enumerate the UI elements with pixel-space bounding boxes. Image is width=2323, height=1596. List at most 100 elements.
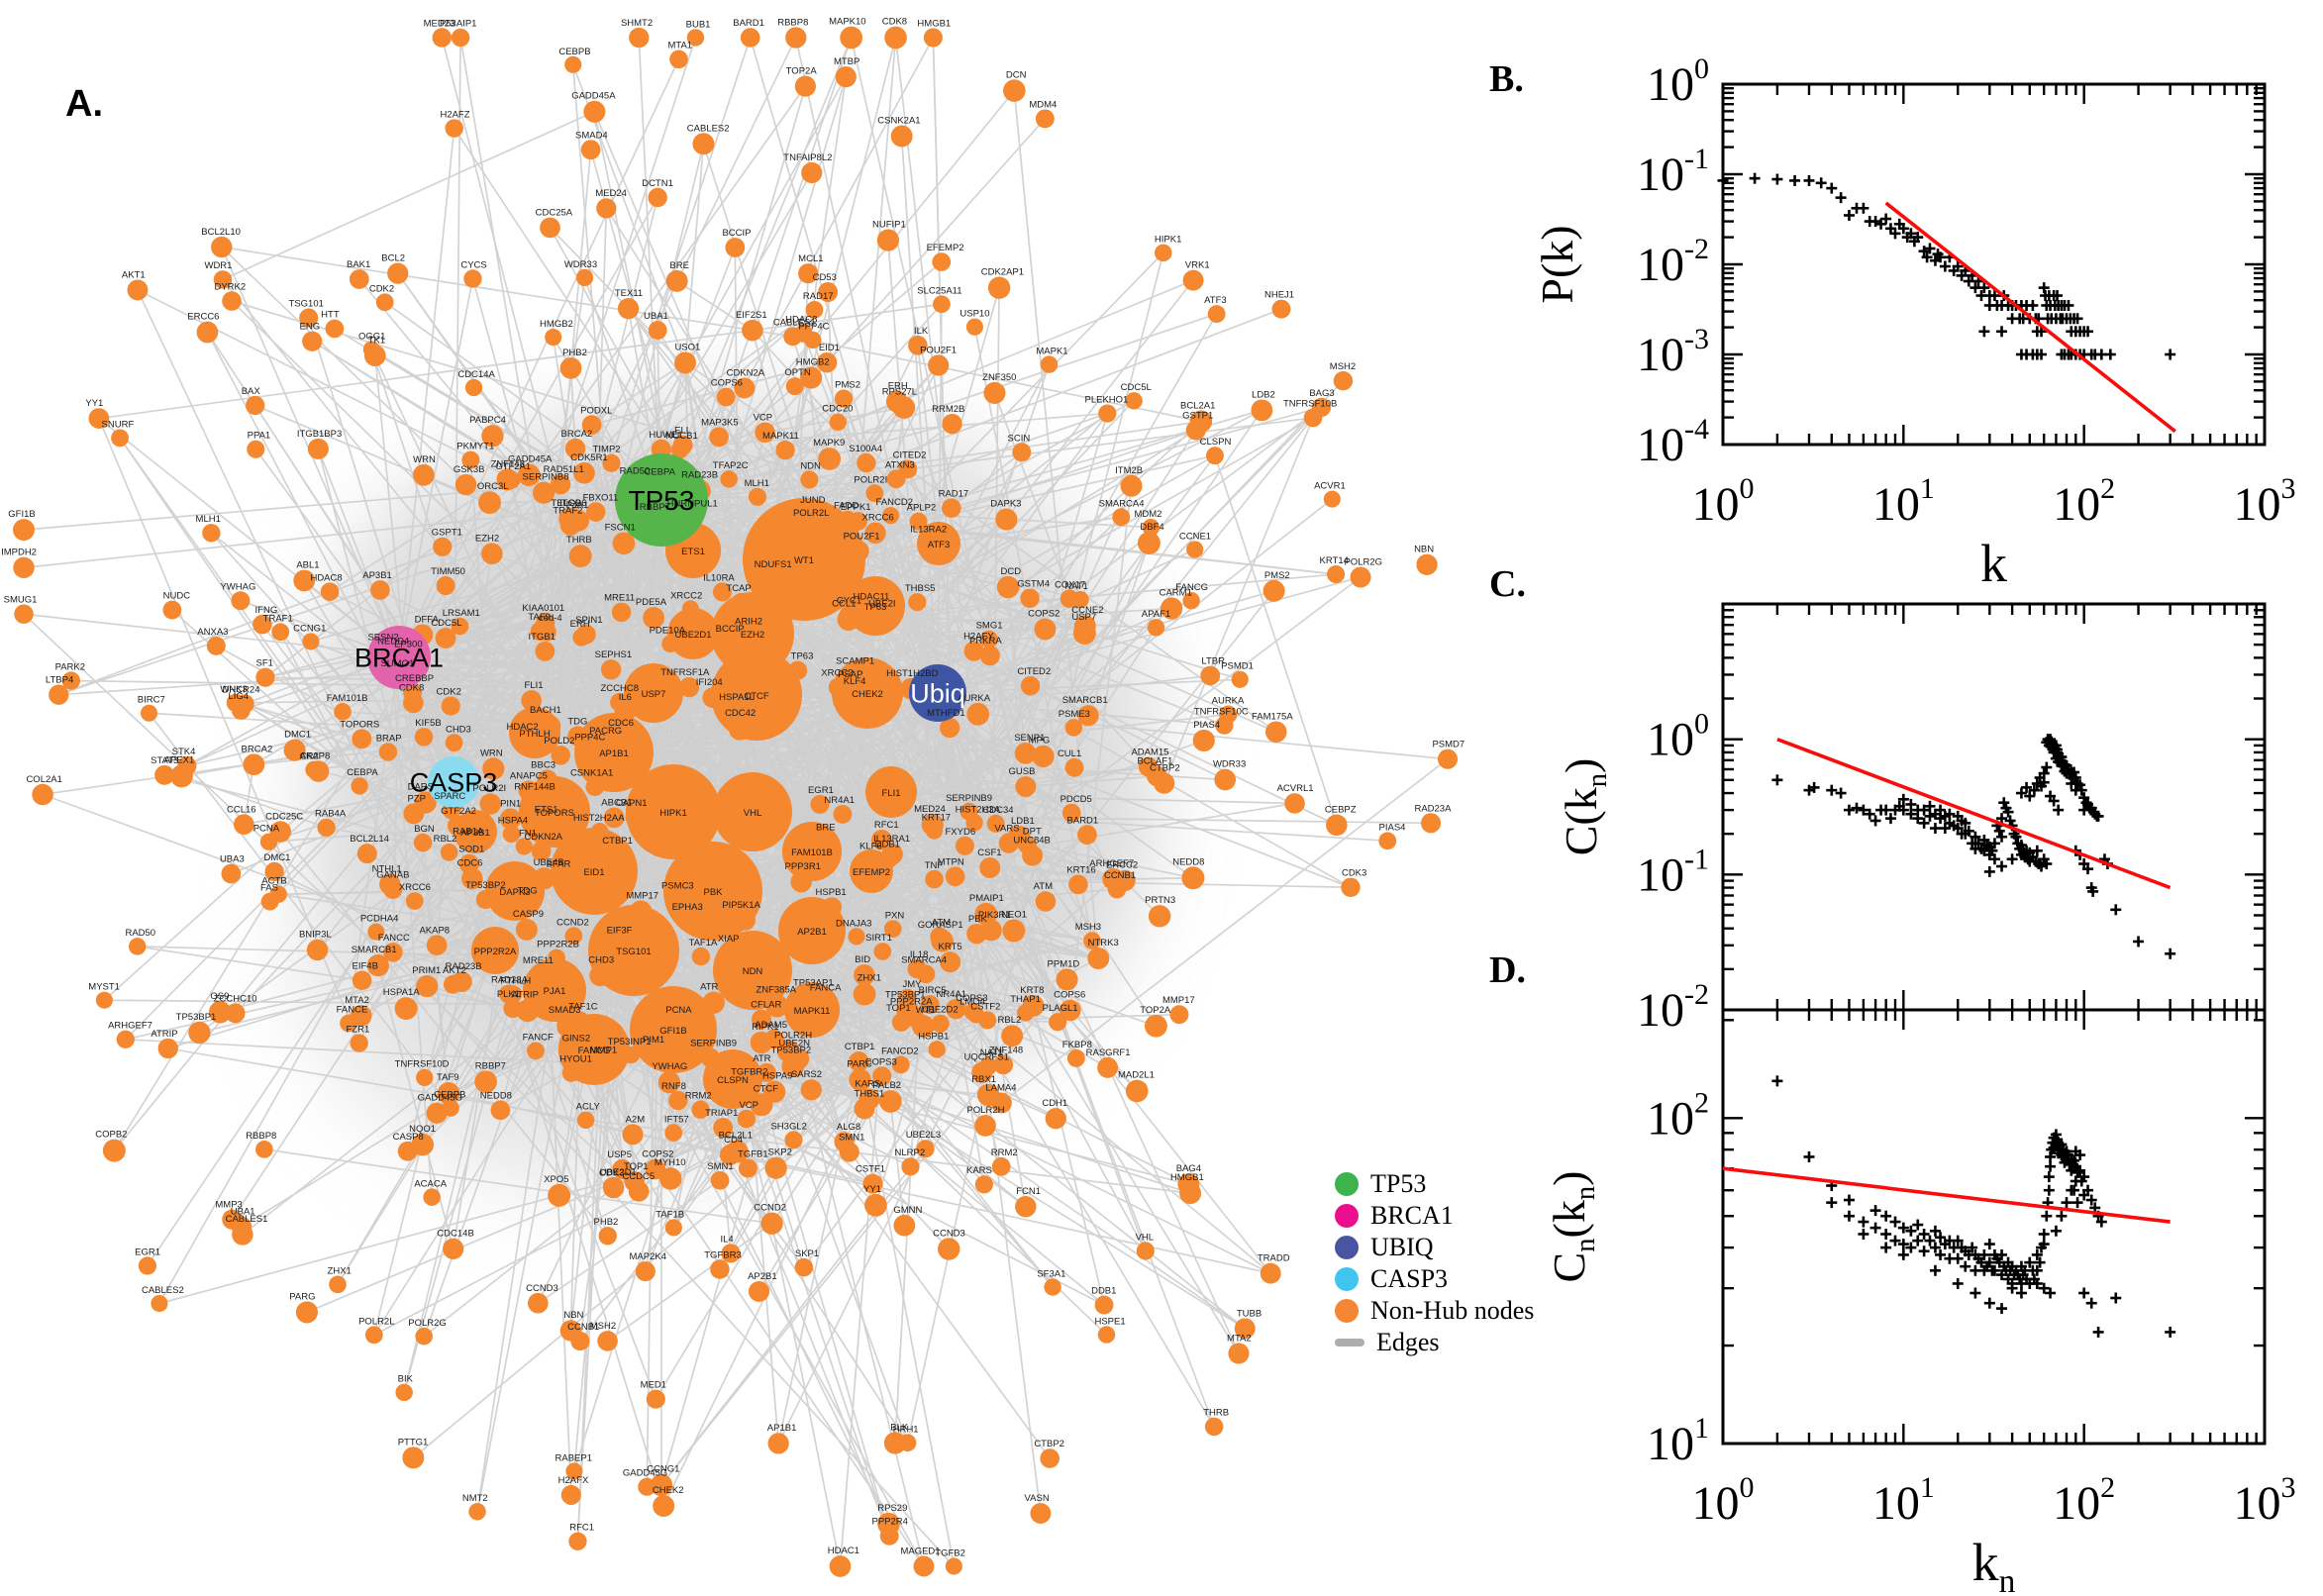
network-node <box>575 268 594 287</box>
network-node <box>475 889 496 910</box>
network-node <box>686 29 705 47</box>
network-node <box>306 939 329 961</box>
network-node <box>283 739 306 761</box>
network-node <box>1378 832 1397 850</box>
node-label: CDC5L <box>1121 382 1152 393</box>
network-node <box>352 729 372 749</box>
axis-ticks <box>1721 1010 2267 1446</box>
network-edge <box>398 406 1322 658</box>
network-node <box>974 1175 993 1194</box>
network-node <box>351 777 368 795</box>
network-node <box>734 626 756 648</box>
network-node <box>1094 1295 1114 1315</box>
node-label: VCP <box>739 1100 758 1111</box>
node-label: POLR2L <box>358 1316 394 1327</box>
network-edge <box>392 888 587 1121</box>
network-node <box>436 576 455 596</box>
network-node <box>600 659 622 680</box>
network-node <box>558 507 581 530</box>
network-node <box>1154 772 1175 794</box>
plot-panel-c: 100 10-1 10-2 C(kn) <box>1556 602 2267 1037</box>
network-node <box>931 929 954 952</box>
network-node <box>1102 867 1125 890</box>
network-edge <box>451 543 625 811</box>
network-node <box>861 850 882 870</box>
node-label: ATF3 <box>1204 295 1227 306</box>
node-label: ATR <box>700 981 718 992</box>
network-node <box>967 1006 985 1024</box>
y-tick-label: 100 <box>1647 708 1709 766</box>
network-node <box>170 764 193 788</box>
network-node <box>320 582 340 601</box>
network-node <box>603 807 625 829</box>
network-node <box>945 866 965 887</box>
network-node <box>1022 845 1044 866</box>
hub-node-casp3 <box>428 756 479 808</box>
network-edge <box>916 485 1133 969</box>
network-node <box>920 995 940 1015</box>
node-label: TAF9 <box>437 1072 459 1083</box>
network-node <box>364 1326 383 1345</box>
x-tick-label: 100 <box>1692 1471 1755 1530</box>
panel-label-c: C. <box>1489 563 1526 605</box>
network-node <box>580 140 601 160</box>
node-label: CHEK2 <box>653 1485 684 1496</box>
network-node <box>305 760 323 779</box>
node-label: AKAP8 <box>300 750 331 761</box>
network-node <box>873 943 892 960</box>
network-node <box>1262 579 1285 602</box>
network-node <box>1087 948 1110 969</box>
network-node <box>252 614 272 635</box>
network-edge <box>1032 1005 1105 1306</box>
network-node <box>1064 757 1084 777</box>
node-label: AP1B1 <box>767 1423 797 1434</box>
network-edge <box>874 532 1046 631</box>
network-node <box>211 236 233 258</box>
network-edge <box>572 516 884 952</box>
network-node <box>987 276 1011 299</box>
fit-line <box>1776 737 2172 890</box>
node-label: ETS1 <box>535 804 558 815</box>
network-node <box>435 628 456 648</box>
network-node <box>713 772 792 851</box>
node-label: XRCC2 <box>821 668 853 679</box>
network-node <box>356 844 377 864</box>
network-node <box>725 238 746 257</box>
network-edge <box>113 474 530 1151</box>
network-edge <box>263 1147 772 1225</box>
node-label: HMGB1 <box>917 18 951 29</box>
network-node <box>849 1068 871 1091</box>
network-node <box>785 377 804 396</box>
network-node <box>829 1555 852 1577</box>
network-node <box>691 1100 710 1119</box>
network-node <box>579 742 601 763</box>
network-node <box>1182 269 1204 291</box>
network-node <box>728 718 752 741</box>
network-edge <box>436 944 973 1013</box>
network-node <box>784 1131 803 1149</box>
network-node <box>568 1532 587 1550</box>
network-node <box>995 508 1018 531</box>
node-label: CEBPB <box>434 1089 465 1100</box>
network-node <box>1014 743 1037 764</box>
network-node <box>1073 615 1096 638</box>
network-edge <box>1214 454 1338 826</box>
network-node <box>231 591 251 611</box>
y-tick-label: 101 <box>1647 1412 1709 1470</box>
network-node <box>468 1503 486 1521</box>
network-node <box>670 441 689 459</box>
node-label: DMC1 <box>284 730 311 741</box>
network-node <box>1271 299 1291 319</box>
network-node <box>535 641 556 661</box>
legend-item: BRCA1 <box>1335 1201 1534 1230</box>
network-node <box>1071 590 1089 609</box>
network-node <box>635 1261 656 1282</box>
network-node <box>405 892 424 910</box>
network-node <box>299 308 319 328</box>
network-node <box>965 318 983 336</box>
network-edge <box>393 677 640 1192</box>
network-node <box>13 556 35 579</box>
network-node <box>923 28 943 48</box>
scatter-points <box>1717 172 2176 360</box>
